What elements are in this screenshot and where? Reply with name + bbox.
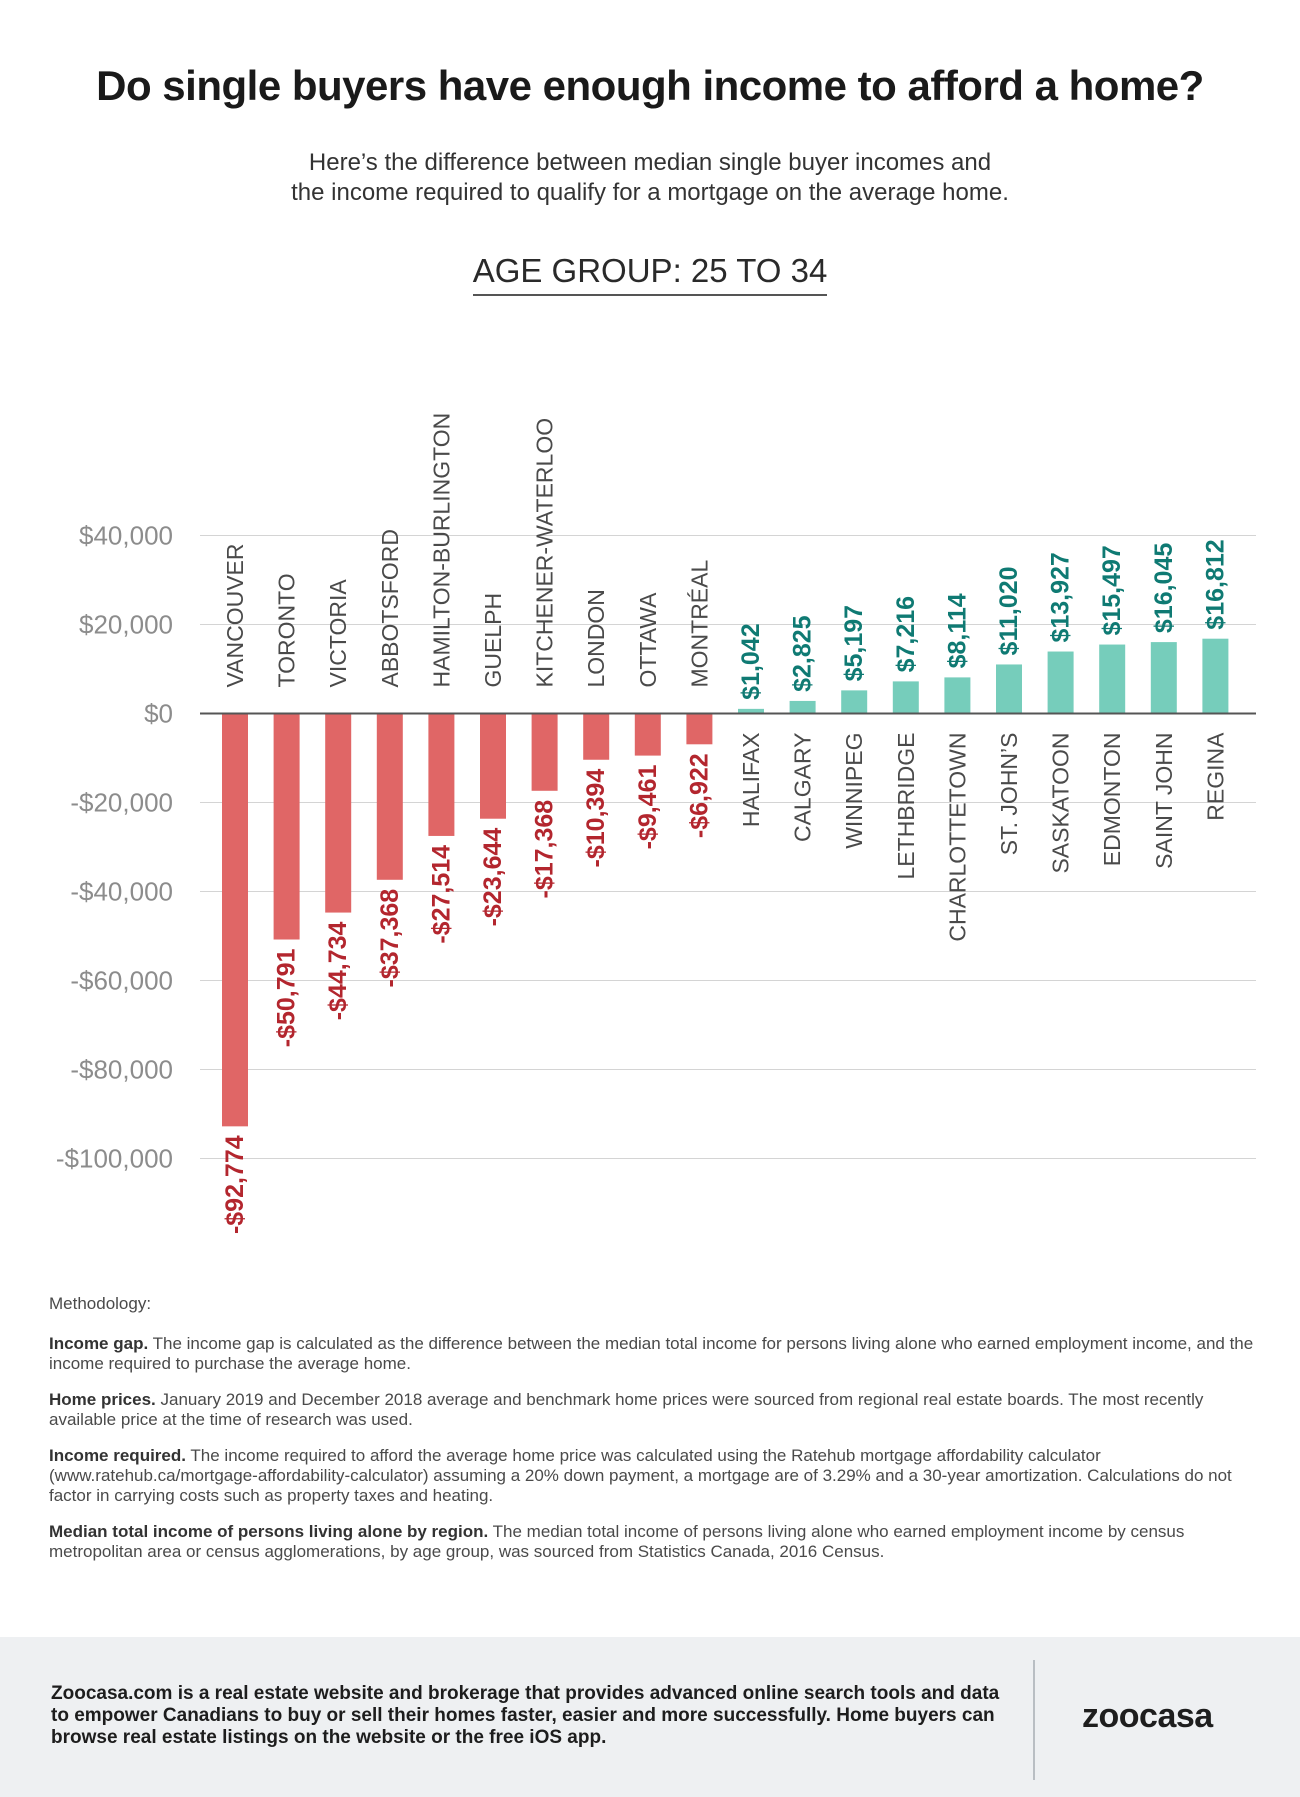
bar [738, 708, 764, 714]
age-group-label: AGE GROUP: 25 TO 34 [472, 252, 828, 296]
y-tick-label: $40,000 [79, 521, 173, 551]
methodology-term: Median total income of persons living al… [49, 1522, 489, 1541]
category-label: OTTAWA [635, 592, 661, 688]
y-tick-label: -$80,000 [70, 1055, 173, 1085]
bar-value-label: $15,497 [1098, 545, 1126, 635]
bar [273, 713, 300, 940]
bar-value-label: $7,216 [892, 596, 920, 672]
category-label: HAMILTON-BURLINGTON [428, 413, 454, 688]
category-label: GUELPH [480, 593, 506, 688]
bar-value-label: $16,045 [1150, 543, 1178, 633]
category-label: VANCOUVER [222, 544, 248, 688]
category-label: KITCHENER-WATERLOO [532, 418, 558, 688]
bar-value-label: -$50,791 [273, 948, 301, 1047]
footer-divider [1033, 1660, 1035, 1780]
zoocasa-logo[interactable]: zoocasa [1082, 1697, 1213, 1735]
bar [1047, 651, 1074, 714]
bar-value-label: -$44,734 [324, 921, 352, 1020]
bar-value-label: $5,197 [840, 605, 868, 681]
bar [325, 713, 352, 913]
bar-value-label: -$6,922 [685, 753, 713, 838]
bar-value-label: -$23,644 [479, 828, 507, 927]
bar [789, 700, 816, 714]
y-tick-label: -$40,000 [70, 877, 173, 907]
methodology-item: Income required. The income required to … [49, 1446, 1269, 1506]
bar [1150, 642, 1177, 714]
category-label: SASKATOON [1048, 733, 1074, 874]
category-label: LONDON [583, 589, 609, 687]
methodology-item: Income gap. The income gap is calculated… [49, 1334, 1269, 1374]
methodology-term: Home prices. [49, 1390, 156, 1409]
methodology-text: The income gap is calculated as the diff… [49, 1334, 1254, 1373]
category-label: REGINA [1202, 732, 1228, 821]
y-tick-label: $0 [144, 699, 173, 729]
bar [428, 713, 455, 836]
category-label: EDMONTON [1099, 733, 1125, 867]
bar-value-label: -$17,368 [531, 800, 559, 899]
y-tick-label: $20,000 [79, 610, 173, 640]
bar [376, 713, 403, 880]
bar [531, 713, 558, 791]
bar [222, 713, 248, 1127]
category-label: TORONTO [274, 573, 300, 687]
category-label: CHARLOTTETOWN [944, 733, 970, 942]
bar [686, 713, 713, 745]
page-title: Do single buyers have enough income to a… [96, 62, 1204, 109]
chart-title: AGE GROUP: 25 TO 34 [0, 252, 1300, 296]
methodology-heading: Methodology: [49, 1294, 152, 1313]
bar [892, 681, 919, 714]
bar-value-label: -$27,514 [427, 845, 455, 944]
bar [1099, 644, 1126, 714]
category-label: SAINT JOHN [1151, 733, 1177, 869]
bar-value-label: $1,042 [737, 623, 765, 699]
y-tick-label: -$100,000 [56, 1144, 173, 1174]
footer: Zoocasa.com is a real estate website and… [0, 1637, 1300, 1797]
category-label: WINNIPEG [841, 733, 867, 849]
bar [480, 713, 506, 819]
methodology-text: January 2019 and December 2018 average a… [49, 1390, 1204, 1429]
y-tick-label: -$20,000 [70, 788, 173, 818]
methodology-item: Home prices. January 2019 and December 2… [49, 1390, 1269, 1430]
income-gap-bar-chart: $40,000 $20,000 $0 -$20,000 -$40,000 -$60,000… [56, 413, 1256, 1234]
bar [996, 664, 1022, 714]
methodology-section: Methodology: Income gap. The income gap … [49, 1294, 1269, 1578]
bar-value-label: -$10,394 [582, 769, 610, 868]
category-label: ABBOTSFORD [377, 529, 403, 687]
category-label: MONTRÉAL [686, 560, 712, 688]
bar [583, 713, 610, 760]
methodology-text: The income required to afford the averag… [49, 1446, 1232, 1505]
footer-text: Zoocasa.com is a real estate website and… [51, 1683, 1000, 1748]
bar-value-label: $11,020 [995, 566, 1023, 655]
category-label: CALGARY [790, 733, 816, 843]
category-label: ST. JOHN’S [996, 733, 1022, 856]
bar-value-label: $16,812 [1201, 539, 1229, 629]
category-label: VICTORIA [325, 579, 351, 688]
methodology-text: The median total income of persons livin… [49, 1522, 1185, 1561]
bar-value-label: $8,114 [943, 593, 971, 668]
bar [944, 677, 971, 714]
y-tick-label: -$60,000 [70, 966, 173, 996]
subtitle-line-1: Here’s the difference between median sin… [308, 149, 992, 176]
bar-value-label: -$9,461 [634, 765, 662, 850]
bar [1202, 638, 1229, 714]
bar-value-label: $13,927 [1047, 552, 1075, 642]
subtitle: Here’s the difference between median sin… [150, 148, 1150, 208]
bar [634, 713, 661, 756]
methodology-term: Income gap. [49, 1334, 149, 1353]
bar-value-label: -$92,774 [221, 1135, 249, 1234]
subtitle-line-2: the income required to qualify for a mor… [291, 179, 1009, 206]
methodology-item: Median total income of persons living al… [49, 1522, 1269, 1562]
bar-value-label: $2,825 [789, 615, 817, 692]
bar-value-label: -$37,368 [376, 889, 404, 988]
category-label: LETHBRIDGE [893, 733, 919, 880]
category-label: HALIFAX [738, 733, 764, 828]
bar [841, 690, 868, 714]
methodology-term: Income required. [49, 1446, 186, 1465]
